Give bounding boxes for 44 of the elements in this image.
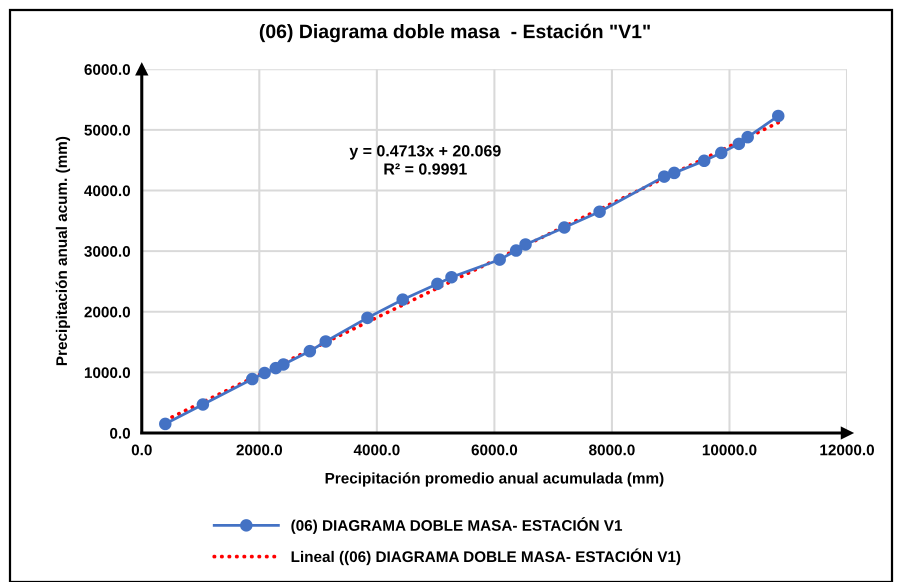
chart-title: (06) Diagrama doble masa - Estación "V1" <box>260 24 650 42</box>
point <box>445 270 458 284</box>
point <box>431 278 444 290</box>
point <box>668 166 680 180</box>
x-tick-label: 8000.0 <box>589 444 635 456</box>
y-tick-label: 3000.0 <box>84 246 130 257</box>
point <box>304 344 316 358</box>
point <box>319 335 332 348</box>
x-tick-label: 10000.0 <box>702 444 756 456</box>
point <box>741 130 754 144</box>
point <box>396 293 409 306</box>
point <box>361 312 374 324</box>
point <box>246 372 259 386</box>
point <box>258 366 271 380</box>
point <box>493 253 506 266</box>
point <box>519 238 532 251</box>
point <box>658 170 670 183</box>
point <box>593 205 606 218</box>
point <box>196 398 210 411</box>
annotation: y = 0.4713x + 20.069 <box>349 145 501 160</box>
point <box>277 358 290 371</box>
point <box>714 146 728 160</box>
y-tick-label: 2000.0 <box>84 306 130 318</box>
point <box>772 110 785 122</box>
x-tick-label: 2000.0 <box>236 444 282 456</box>
y-tick-label: 6000.0 <box>84 64 130 75</box>
point <box>698 154 710 168</box>
y-tick-label: 4000.0 <box>84 185 130 196</box>
x-tick-label: 6000.0 <box>472 444 518 456</box>
annotation: R² = 0.9991 <box>384 163 467 175</box>
legend-label: Lineal ((06) DIAGRAMA DOBLE MASA- ESTACIÓN V1) <box>292 548 680 566</box>
x-axis-title: Precipitación promedio anual acumulada (mm) <box>326 472 664 487</box>
legend-label: (06) DIAGRAMA DOBLE MASA- ESTACIÓN V1 <box>291 517 622 534</box>
x-tick-label: 0.0 <box>132 444 152 456</box>
point <box>510 244 522 257</box>
x-tick-label: 4000.0 <box>354 444 400 456</box>
y-tick-label: 5000.0 <box>84 124 130 136</box>
y-tick-label: 1000.0 <box>84 367 130 378</box>
y-axis-title: Precipitación anual acum. (mm) <box>56 136 70 366</box>
x-tick-label: 12000.0 <box>820 444 874 456</box>
y-tick-label: 0.0 <box>110 428 130 439</box>
point <box>558 221 571 234</box>
point <box>732 138 746 150</box>
point <box>159 418 172 430</box>
